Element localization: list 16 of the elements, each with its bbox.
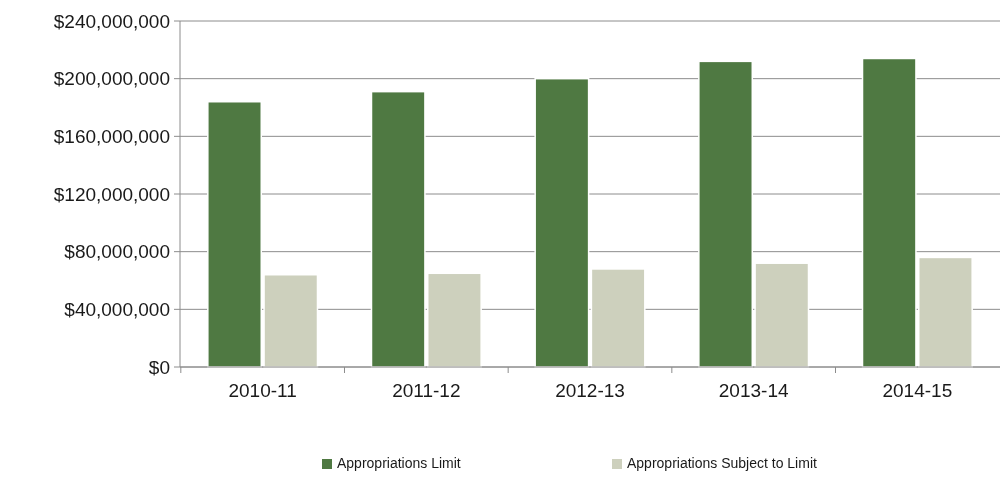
y-tick-label: $200,000,000 xyxy=(53,68,170,90)
y-tick-label: $80,000,000 xyxy=(64,241,170,263)
y-tick-label: $40,000,000 xyxy=(64,298,170,320)
y-tick-label: $120,000,000 xyxy=(53,183,170,205)
x-tick-label: 2014-15 xyxy=(882,380,953,401)
bar xyxy=(534,77,590,368)
legend-label: Appropriations Limit xyxy=(337,455,461,471)
y-tick-label: $160,000,000 xyxy=(53,125,170,147)
x-tick-label: 2011-12 xyxy=(392,380,461,401)
y-tick-label: $0 xyxy=(148,356,170,378)
y-tick-label: $240,000,000 xyxy=(53,10,170,32)
bar xyxy=(590,268,646,368)
legend-label: Appropriations Subject to Limit xyxy=(627,455,817,471)
x-tick-label: 2013-14 xyxy=(718,380,789,401)
x-tick-label: 2012-13 xyxy=(555,380,625,401)
x-tick-label: 2010-11 xyxy=(228,380,297,401)
